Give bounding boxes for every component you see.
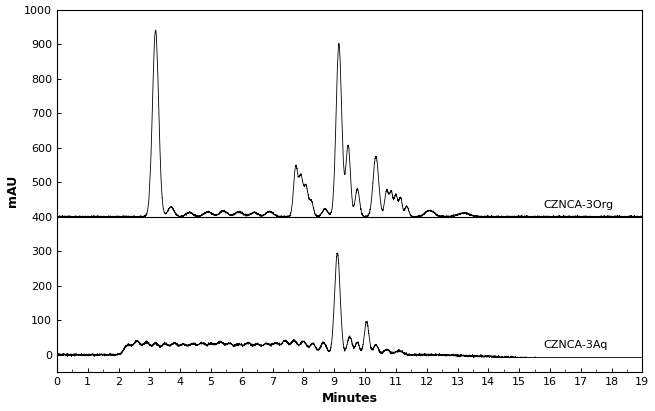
Text: CZNCA-3Aq: CZNCA-3Aq bbox=[544, 340, 608, 350]
Y-axis label: mAU: mAU bbox=[5, 175, 18, 207]
Text: CZNCA-3Org: CZNCA-3Org bbox=[544, 200, 614, 210]
X-axis label: Minutes: Minutes bbox=[322, 393, 378, 405]
